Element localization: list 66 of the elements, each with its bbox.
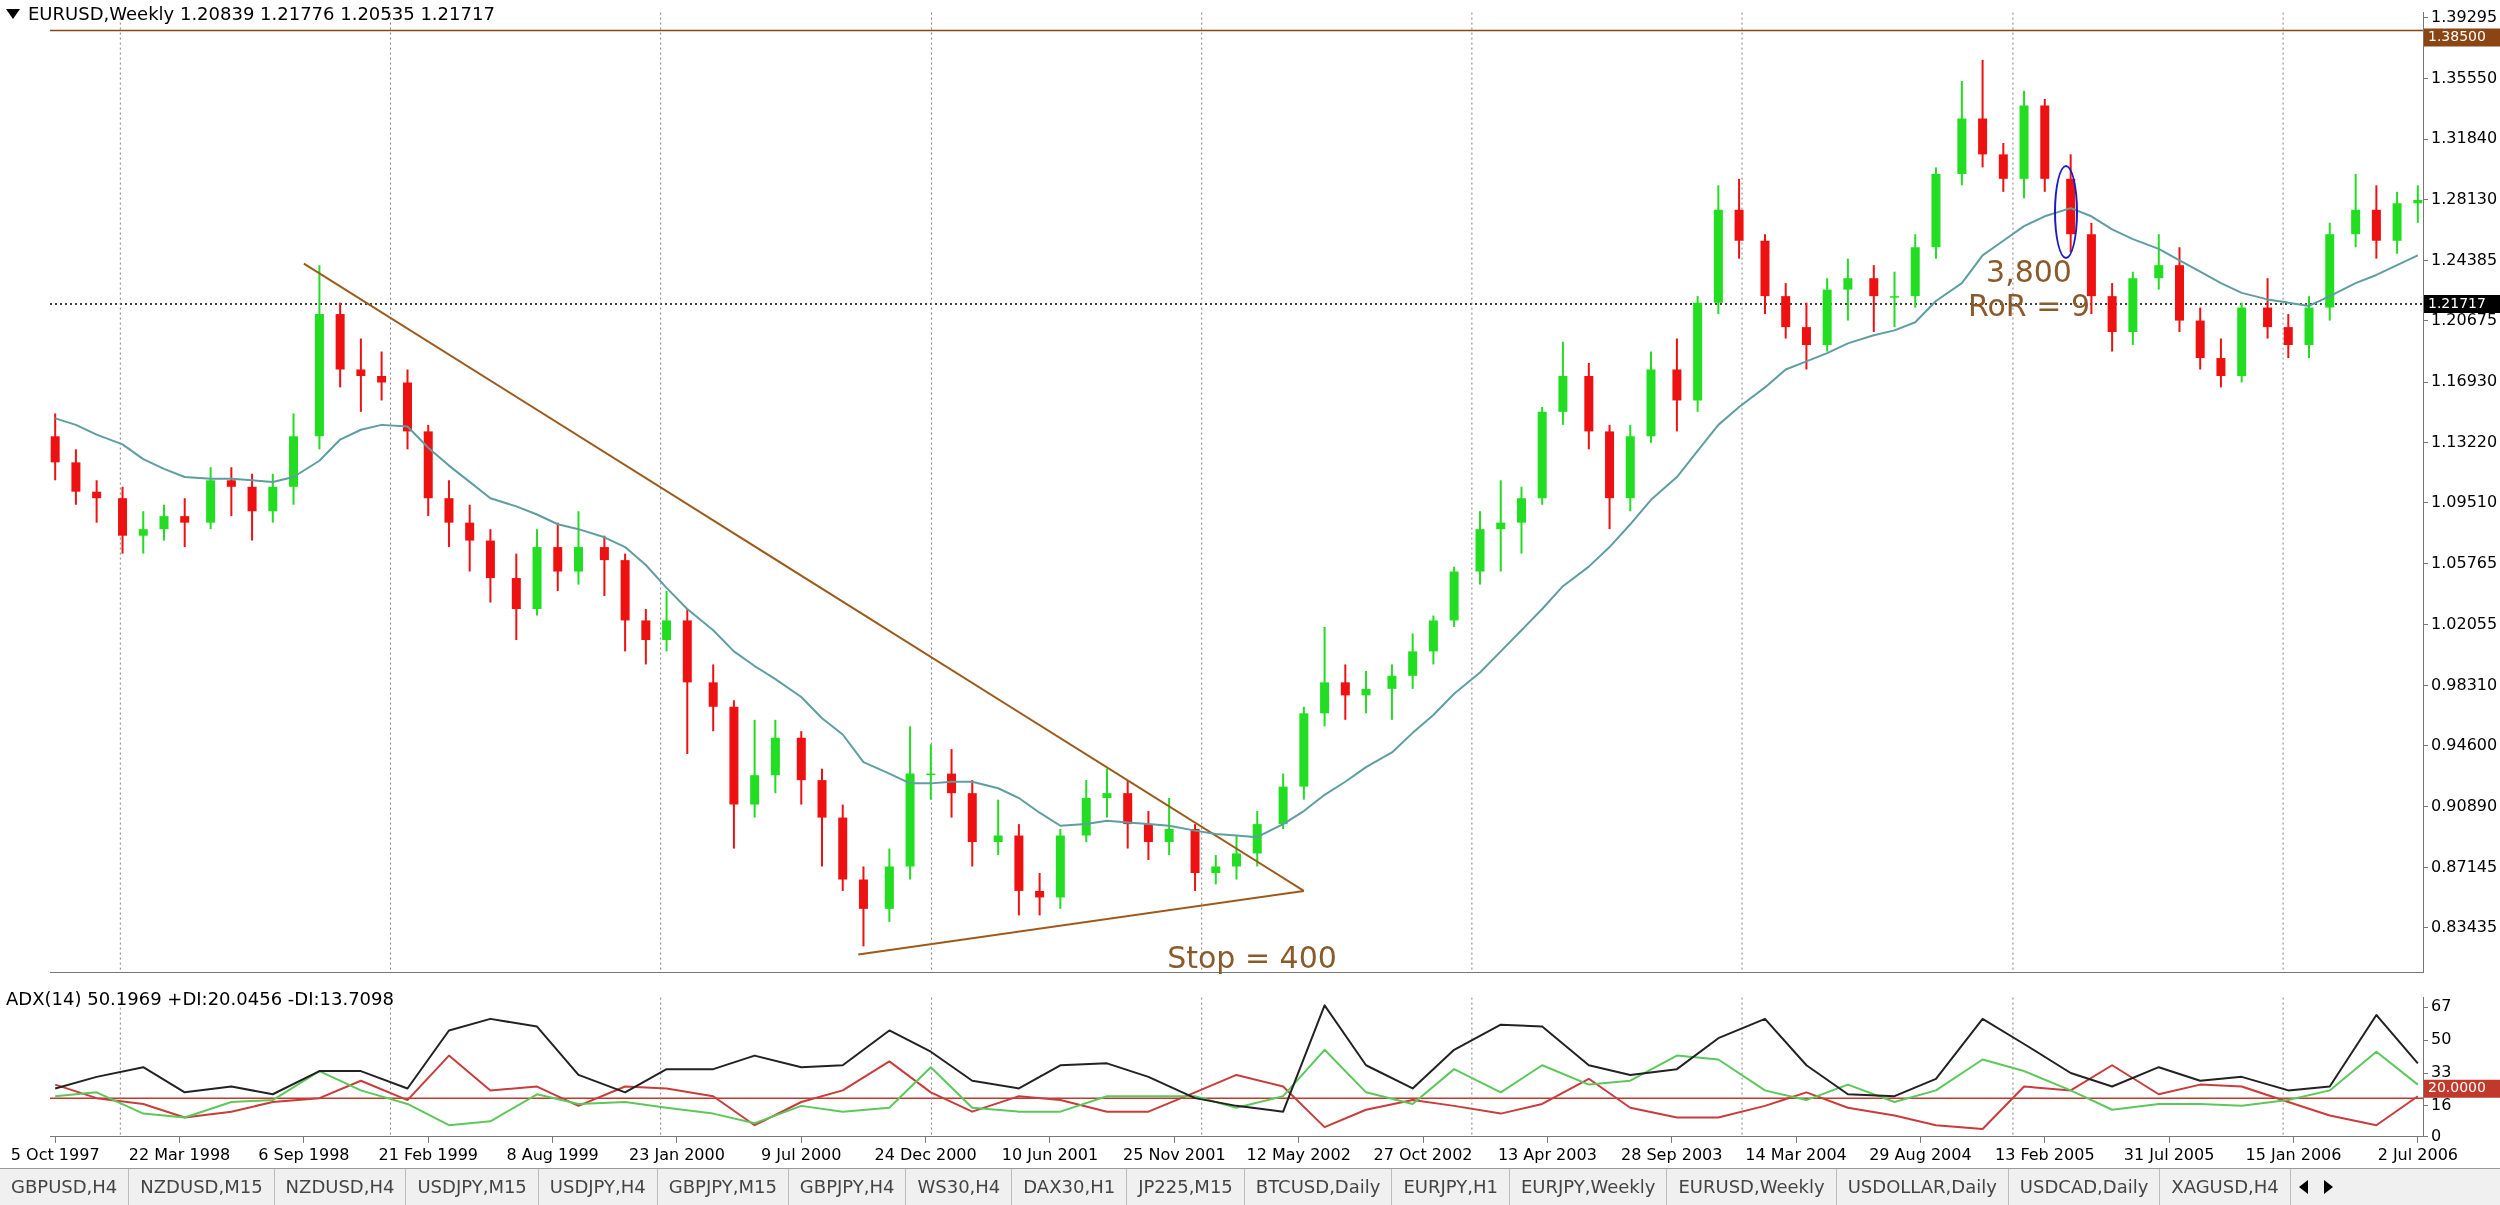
chart-title: ADX(14) 50.1969 +DI:20.0456 -DI:13.7098 bbox=[6, 988, 394, 1009]
annotation: Stop = 400 bbox=[1167, 939, 1337, 975]
text: EURJPY,H1 bbox=[1392, 1169, 1510, 1205]
x-tick-label: 28 Sep 2003 bbox=[1621, 1144, 1723, 1164]
x-tick-label: 12 May 2002 bbox=[1246, 1144, 1351, 1164]
x-tick-label: 22 Mar 1998 bbox=[128, 1144, 231, 1164]
x-tick-label: 8 Aug 1999 bbox=[506, 1144, 599, 1164]
text: NZDUSD,M15 bbox=[129, 1169, 275, 1205]
y-tick-label: 0.83435 bbox=[2431, 916, 2498, 936]
y-tick-label: 1.20675 bbox=[2431, 310, 2498, 330]
x-tick-label: 6 Sep 1998 bbox=[258, 1144, 350, 1164]
x-tick-label: 15 Jan 2006 bbox=[2245, 1144, 2342, 1164]
x-tick-label: 29 Aug 2004 bbox=[1869, 1144, 1972, 1164]
y-tick-label: 0.87145 bbox=[2431, 856, 2498, 876]
text: USDCAD,Daily bbox=[2008, 1169, 2161, 1205]
y-tick-label: 0.94600 bbox=[2431, 735, 2498, 755]
text: NZDUSD,H4 bbox=[274, 1169, 407, 1205]
y-tick-label: 67 bbox=[2431, 996, 2452, 1016]
y-tick-label: 1.28130 bbox=[2431, 188, 2498, 208]
y-tick-label: 0.90890 bbox=[2431, 795, 2498, 815]
y-tick-label: 1.13220 bbox=[2431, 431, 2498, 451]
y-tick-label: 0.98310 bbox=[2431, 674, 2498, 694]
y-tick-label: 0 bbox=[2431, 1125, 2442, 1145]
x-tick-label: 13 Apr 2003 bbox=[1497, 1144, 1597, 1164]
chart-title: EURUSD,Weekly 1.20839 1.21776 1.20535 1.21717 bbox=[28, 3, 495, 24]
y-tick-label: 1.16930 bbox=[2431, 371, 2498, 391]
y-tick-label: 1.02055 bbox=[2431, 613, 2498, 633]
x-tick-label: 9 Jul 2000 bbox=[761, 1144, 842, 1164]
y-tick-label: 1.39295 bbox=[2431, 6, 2498, 26]
text: USDJPY,H4 bbox=[538, 1169, 658, 1205]
y-tick-label: 33 bbox=[2431, 1062, 2452, 1082]
y-tick-label: 1.35550 bbox=[2431, 67, 2498, 87]
text: EURUSD,Weekly bbox=[1667, 1169, 1837, 1205]
x-tick-label: 31 Jul 2005 bbox=[2123, 1144, 2215, 1164]
y-tick-label: 1.31840 bbox=[2431, 128, 2498, 148]
text: EURJPY,Weekly bbox=[1509, 1169, 1668, 1205]
ref-line-label: 1.21717 bbox=[2428, 294, 2486, 311]
y-tick-label: 50 bbox=[2431, 1029, 2452, 1049]
ref-line-label: 20.0000 bbox=[2428, 1079, 2486, 1096]
text: GBPJPY,M15 bbox=[657, 1169, 789, 1205]
ref-line-label: 1.38500 bbox=[2428, 28, 2486, 45]
y-tick-label: 1.05765 bbox=[2431, 553, 2498, 573]
text: XAGUSD,H4 bbox=[2160, 1169, 2291, 1205]
x-tick-label: 14 Mar 2004 bbox=[1745, 1144, 1847, 1164]
x-tick-label: 24 Dec 2000 bbox=[874, 1144, 977, 1164]
annotation: 3,800 bbox=[1986, 253, 2072, 289]
y-tick-label: 1.24385 bbox=[2431, 249, 2498, 269]
text: GBPUSD,H4 bbox=[0, 1169, 130, 1205]
x-tick-label: 10 Jun 2001 bbox=[1001, 1144, 1099, 1164]
x-tick-label: 21 Feb 1999 bbox=[378, 1144, 479, 1164]
x-tick-label: 25 Nov 2001 bbox=[1123, 1144, 1226, 1164]
text: BTCUSD,Daily bbox=[1244, 1169, 1393, 1205]
y-tick-label: 16 bbox=[2431, 1095, 2452, 1115]
text: DAX30,H1 bbox=[1012, 1169, 1128, 1205]
x-tick-label: 13 Feb 2005 bbox=[1994, 1144, 2095, 1164]
x-tick-label: 27 Oct 2002 bbox=[1373, 1144, 1473, 1164]
annotation: RoR = 9 bbox=[1968, 287, 2090, 323]
x-tick-label: 23 Jan 2000 bbox=[628, 1144, 725, 1164]
text: JP225,M15 bbox=[1127, 1169, 1245, 1205]
text: WS30,H4 bbox=[906, 1169, 1013, 1205]
text: USDOLLAR,Daily bbox=[1836, 1169, 2009, 1205]
x-tick-label: 2 Jul 2006 bbox=[2377, 1144, 2459, 1164]
text: USDJPY,M15 bbox=[406, 1169, 539, 1205]
x-tick-label: 5 Oct 1997 bbox=[10, 1144, 100, 1164]
text: GBPJPY,H4 bbox=[788, 1169, 907, 1205]
y-tick-label: 1.09510 bbox=[2431, 492, 2498, 512]
